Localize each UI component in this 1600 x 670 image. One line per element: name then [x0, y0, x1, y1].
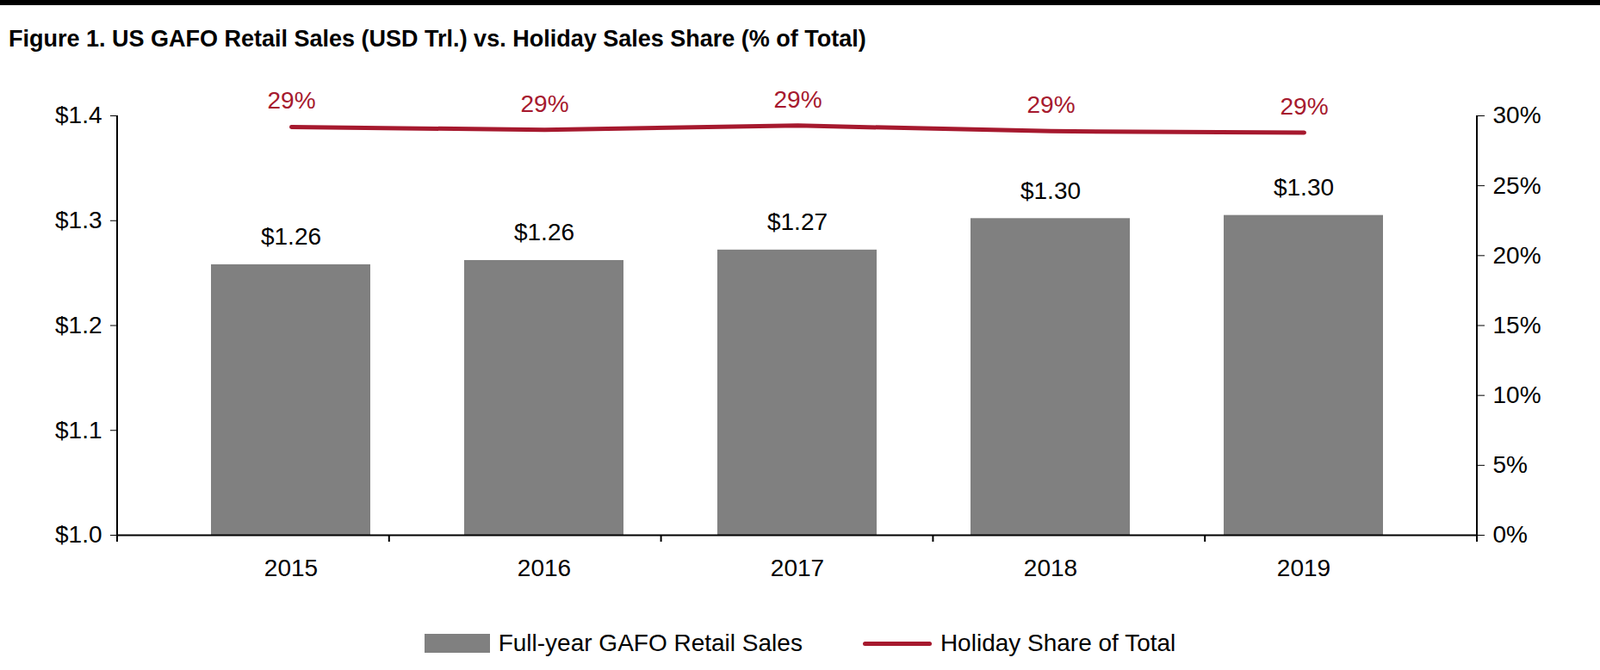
svg-text:29%: 29%	[520, 90, 569, 118]
svg-text:$1.1: $1.1	[55, 416, 103, 444]
svg-text:2017: 2017	[770, 554, 825, 582]
html-text:Full-year GAFO Retail Sales: Full-year GAFO Retail Sales	[498, 629, 803, 657]
svg-text:$1.27: $1.27	[767, 208, 828, 236]
svg-text:25%: 25%	[1493, 172, 1542, 199]
svg-text:$1.26: $1.26	[514, 218, 575, 246]
svg-text:29%: 29%	[1279, 93, 1328, 120]
svg-text:20%: 20%	[1493, 241, 1542, 269]
svg-text:30%: 30%	[1493, 101, 1542, 129]
svg-text:0%: 0%	[1493, 520, 1528, 548]
svg-text:29%: 29%	[1026, 91, 1075, 118]
svg-text:10%: 10%	[1493, 381, 1542, 409]
svg-text:$1.4: $1.4	[55, 101, 103, 129]
svg-text:2015: 2015	[264, 554, 318, 582]
svg-text:$1.0: $1.0	[55, 520, 103, 548]
svg-text:29%: 29%	[773, 86, 822, 113]
svg-text:5%: 5%	[1493, 451, 1528, 478]
svg-text:2019: 2019	[1277, 554, 1331, 582]
svg-text:2018: 2018	[1023, 554, 1078, 582]
svg-text:29%: 29%	[266, 86, 316, 114]
svg-text:$1.30: $1.30	[1020, 177, 1081, 205]
svg-text:$1.26: $1.26	[260, 223, 322, 250]
svg-text:15%: 15%	[1493, 311, 1542, 339]
html-text:Figure 1. US GAFO Retail Sales: Figure 1. US GAFO Retail Sales (USD Trl.…	[8, 25, 867, 52]
svg-text:$1.3: $1.3	[55, 206, 103, 234]
html-text:Holiday Share of Total: Holiday Share of Total	[940, 629, 1176, 657]
svg-text:$1.2: $1.2	[55, 311, 103, 339]
svg-text:2016: 2016	[517, 554, 571, 582]
svg-text:$1.30: $1.30	[1273, 173, 1334, 201]
